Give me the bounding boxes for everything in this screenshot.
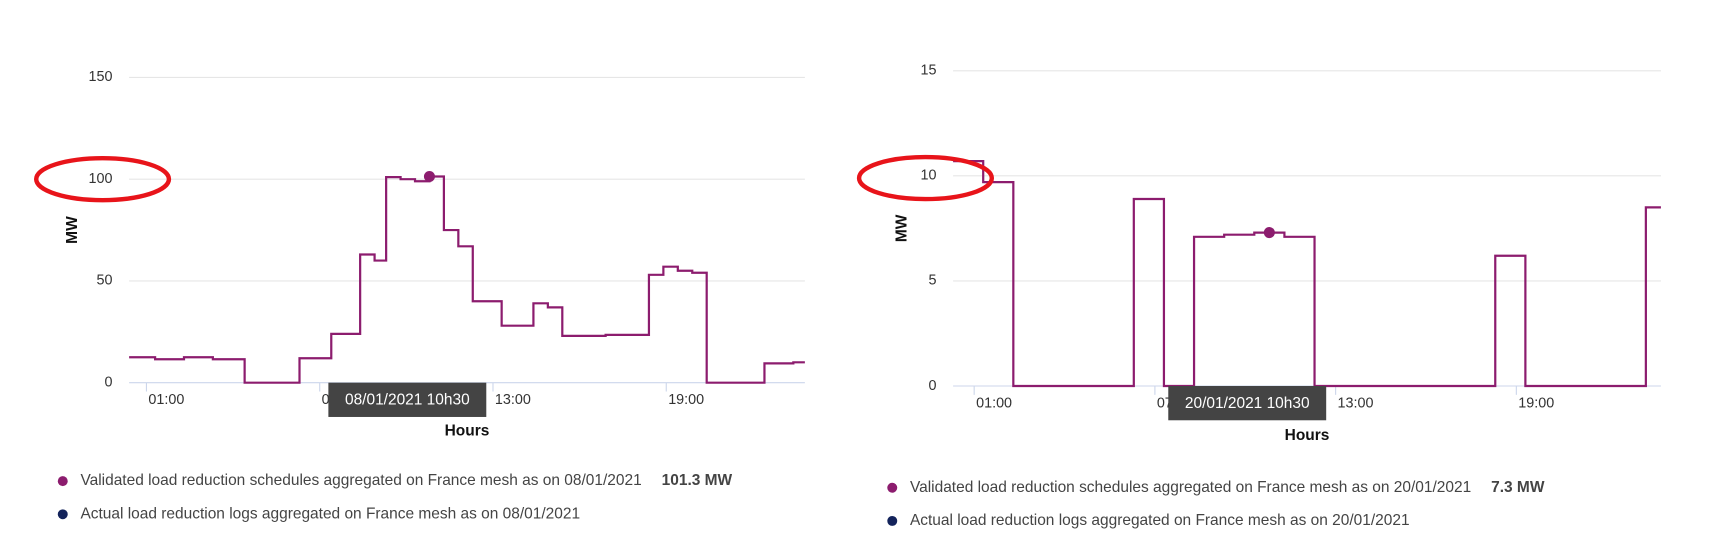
x-tick-label: 13:00 [1338,395,1374,411]
y-tick-label: 0 [928,378,936,394]
y-tick-label: 15 [921,63,937,79]
y-tick-label: 100 [89,171,113,187]
legend-label: Actual load reduction logs aggregated on… [910,512,1410,529]
y-tick-label: 50 [97,273,113,289]
y-tick-label: 5 [928,273,936,289]
x-tick-label: 13:00 [495,392,531,408]
legend-label: Validated load reduction schedules aggre… [80,472,641,489]
hover-point [1263,227,1275,239]
legend-dot [57,476,68,487]
charts: 05010015001:0007:0013:0019:00MWHours08/0… [57,63,1661,529]
y-tick-label: 150 [89,69,113,85]
tooltip-label: 20/01/2021 10h30 [1185,395,1310,412]
legend-dot [57,509,68,520]
tooltip-box [1168,385,1327,421]
y-axis-title: MW [64,216,81,244]
x-tick-label: 01:00 [976,395,1012,411]
legend-value: 101.3 MW [662,472,733,489]
x-axis-title: Hours [445,422,490,439]
legend-label: Validated load reduction schedules aggre… [910,479,1471,496]
hover-point [423,170,435,183]
highlight-circle [856,154,995,202]
tooltip-box [328,382,487,417]
x-axis-title: Hours [1285,427,1330,444]
y-tick-label: 0 [105,374,113,390]
legend-label: Actual load reduction logs aggregated on… [80,505,580,522]
legend-value: 7.3 MW [1491,479,1545,496]
y-axis-title: MW [893,214,910,242]
highlight-circle [34,155,172,203]
tooltip: 20/01/2021 10h30 [1168,385,1327,421]
x-tick-label: 19:00 [668,392,704,408]
legend-dot [887,515,898,526]
series-line [953,160,1661,388]
x-tick-label: 19:00 [1518,395,1554,411]
tooltip-label: 08/01/2021 10h30 [345,391,470,408]
y-tick-label: 10 [921,168,937,184]
tooltip: 08/01/2021 10h30 [328,382,487,417]
series-line [129,175,805,384]
x-tick-label: 01:00 [148,392,184,408]
legend-dot [887,482,898,493]
